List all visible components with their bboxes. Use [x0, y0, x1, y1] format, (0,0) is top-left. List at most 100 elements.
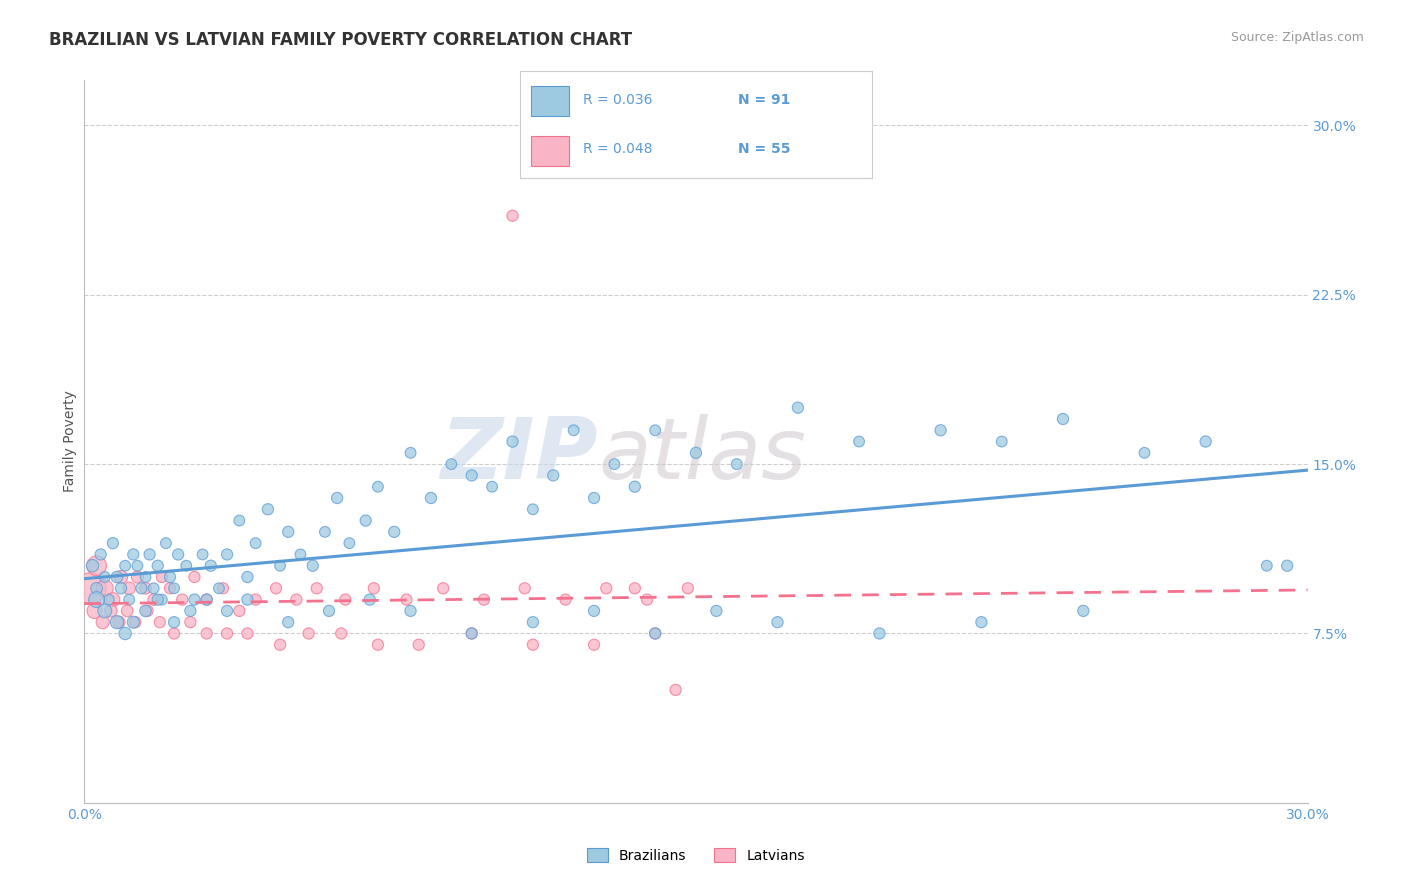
Legend: Brazilians, Latvians: Brazilians, Latvians — [582, 842, 810, 868]
Point — [195, 592, 218, 607]
Point — [200, 558, 222, 573]
Point — [1195, 434, 1218, 449]
Point — [159, 570, 181, 584]
Point — [245, 536, 267, 550]
Point — [257, 502, 280, 516]
Point — [118, 592, 141, 607]
Point — [644, 423, 666, 437]
Point — [991, 434, 1014, 449]
Point — [100, 604, 122, 618]
Point — [595, 582, 617, 596]
Point — [706, 604, 728, 618]
Point — [150, 592, 173, 607]
Point — [163, 582, 186, 596]
Point — [301, 558, 323, 573]
Point — [787, 401, 810, 415]
Point — [114, 626, 136, 640]
Point — [191, 548, 214, 562]
Point — [86, 558, 108, 573]
Point — [354, 514, 377, 528]
Text: R = 0.048: R = 0.048 — [583, 143, 652, 156]
Point — [245, 592, 267, 607]
Point — [1133, 446, 1156, 460]
Point — [127, 558, 149, 573]
Point — [195, 592, 218, 607]
Text: N = 55: N = 55 — [738, 143, 790, 156]
Point — [105, 615, 128, 630]
Point — [461, 626, 484, 640]
Point — [217, 548, 239, 562]
Point — [1073, 604, 1095, 618]
Point — [330, 626, 353, 640]
Point — [172, 592, 194, 607]
Point — [461, 626, 484, 640]
Point — [236, 570, 259, 584]
Point — [472, 592, 495, 607]
Point — [502, 434, 524, 449]
Point — [583, 638, 606, 652]
Point — [146, 558, 169, 573]
Point — [118, 582, 141, 596]
Text: atlas: atlas — [598, 415, 806, 498]
Point — [676, 582, 699, 596]
Point — [142, 592, 165, 607]
Point — [91, 615, 114, 630]
Point — [318, 604, 340, 618]
Point — [554, 592, 576, 607]
Point — [636, 592, 658, 607]
Point — [461, 468, 484, 483]
Point — [725, 457, 748, 471]
FancyBboxPatch shape — [531, 87, 569, 116]
Text: Source: ZipAtlas.com: Source: ZipAtlas.com — [1230, 31, 1364, 45]
Point — [644, 626, 666, 640]
Point — [1277, 558, 1299, 573]
Point — [131, 582, 153, 596]
Text: ZIP: ZIP — [440, 415, 598, 498]
Point — [399, 446, 422, 460]
Point — [195, 626, 218, 640]
Point — [382, 524, 405, 539]
Point — [264, 582, 287, 596]
Point — [929, 423, 952, 437]
Point — [101, 592, 124, 607]
Point — [269, 558, 291, 573]
Point — [93, 604, 115, 618]
Point — [138, 548, 160, 562]
Point — [236, 592, 259, 607]
Point — [142, 582, 165, 596]
Point — [408, 638, 430, 652]
Point — [502, 209, 524, 223]
Point — [562, 423, 585, 437]
Point — [146, 592, 169, 607]
Point — [869, 626, 891, 640]
Text: BRAZILIAN VS LATVIAN FAMILY POVERTY CORRELATION CHART: BRAZILIAN VS LATVIAN FAMILY POVERTY CORR… — [49, 31, 633, 49]
Point — [228, 514, 250, 528]
Point — [217, 604, 239, 618]
Point — [127, 570, 149, 584]
Point — [513, 582, 536, 596]
Point — [1256, 558, 1278, 573]
Point — [114, 558, 136, 573]
Point — [277, 524, 299, 539]
Point — [766, 615, 789, 630]
FancyBboxPatch shape — [531, 136, 569, 166]
Point — [82, 558, 104, 573]
Point — [124, 615, 146, 630]
Point — [183, 592, 205, 607]
Point — [522, 615, 544, 630]
Point — [481, 480, 503, 494]
Point — [624, 582, 647, 596]
Point — [115, 604, 138, 618]
Point — [183, 570, 205, 584]
Point — [135, 582, 157, 596]
Y-axis label: Family Poverty: Family Poverty — [63, 391, 77, 492]
Point — [298, 626, 321, 640]
Point — [420, 491, 443, 505]
Point — [163, 626, 186, 640]
Point — [314, 524, 336, 539]
Point — [290, 548, 312, 562]
Point — [335, 592, 357, 607]
Point — [228, 604, 250, 618]
Point — [359, 592, 381, 607]
Point — [848, 434, 870, 449]
